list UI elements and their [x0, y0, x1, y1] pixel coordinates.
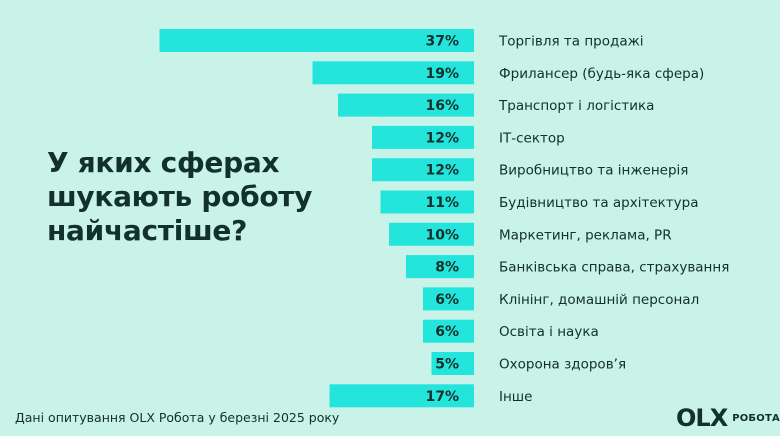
bar-value-label: 12%: [425, 130, 459, 146]
category-label: ІТ-сектор: [499, 130, 565, 146]
title-line-3: найчастіше?: [47, 214, 248, 247]
olx-logo-mark: OLX: [676, 404, 728, 432]
bar-8: [406, 255, 474, 279]
category-label: Виробництво та інженерія: [499, 163, 688, 179]
category-label: Банківська справа, страхування: [499, 260, 729, 276]
bar-12: [329, 384, 474, 408]
bar-2: [312, 61, 474, 85]
category-label: Клінінг, домашній персонал: [499, 292, 699, 308]
category-label: Фрилансер (будь-яка сфера): [499, 66, 704, 82]
bar-6: [380, 190, 474, 214]
category-label: Будівництво та архітектура: [499, 195, 698, 211]
bar-value-label: 5%: [435, 357, 459, 373]
footnote: Дані опитування OLX Робота у березні 202…: [15, 410, 340, 425]
category-label: Маркетинг, реклама, PR: [499, 227, 672, 243]
bar-9: [423, 287, 474, 311]
bar-value-label: 10%: [425, 227, 459, 243]
category-label: Освіта і наука: [499, 324, 599, 340]
olx-logo-sub: РОБОТА: [732, 412, 780, 424]
title-line-2: шукають роботу: [47, 180, 313, 213]
bar-value-label: 11%: [425, 195, 459, 211]
bar-value-label: 17%: [425, 389, 459, 405]
bar-value-label: 6%: [435, 324, 459, 340]
bar-value-label: 16%: [425, 98, 459, 114]
chart-title: У яких сферах шукають роботу найчастіше?: [47, 146, 367, 248]
bar-11: [431, 352, 474, 375]
bar-value-label: 37%: [425, 34, 459, 50]
category-label: Торгівля та продажі: [498, 34, 644, 50]
bar-value-label: 12%: [425, 163, 459, 179]
bar-value-label: 19%: [425, 66, 459, 82]
category-label: Інше: [499, 389, 532, 405]
bar-1: [159, 29, 474, 52]
bar-5: [372, 158, 474, 182]
bar-value-label: 6%: [435, 292, 459, 308]
bar-4: [372, 125, 474, 149]
bar-10: [423, 319, 474, 343]
bar-3: [338, 93, 474, 117]
olx-logo: OLX РОБОТА: [676, 403, 780, 433]
bar-value-label: 8%: [435, 260, 459, 276]
category-label: Транспорт і логістика: [498, 98, 654, 114]
title-line-1: У яких сферах: [47, 146, 280, 179]
bar-7: [389, 222, 474, 246]
category-label: Охорона здоров’я: [499, 357, 626, 373]
